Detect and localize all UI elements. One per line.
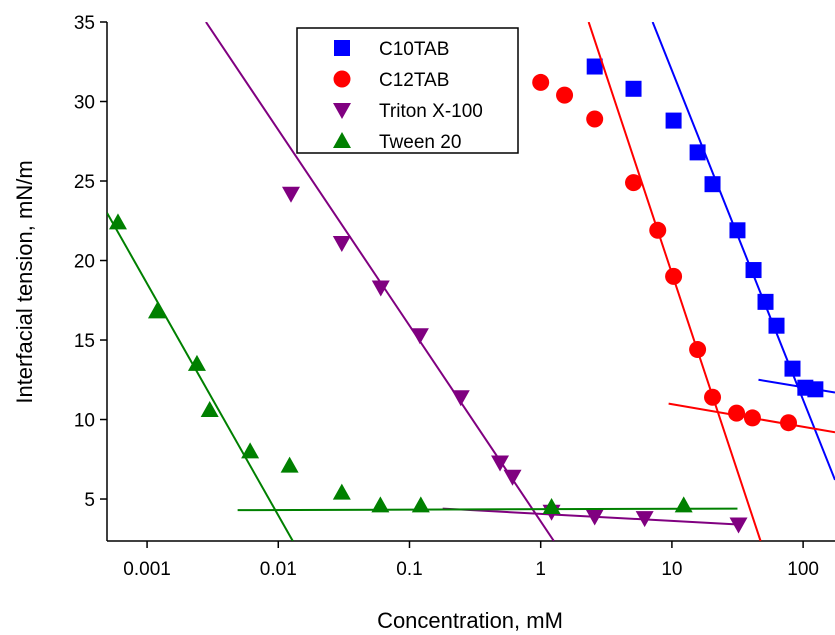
x-tick-label: 10 — [661, 559, 682, 580]
x-tick-label: 1 — [535, 559, 546, 580]
x-axis-title: Concentration, mM — [377, 608, 563, 633]
marker — [729, 517, 748, 534]
marker — [585, 509, 604, 526]
y-tick-label: 15 — [74, 331, 95, 352]
marker — [745, 262, 762, 279]
marker — [729, 222, 746, 239]
marker — [625, 80, 642, 97]
marker — [635, 511, 654, 528]
marker — [757, 293, 774, 310]
legend-marker — [333, 132, 351, 148]
fit-line — [237, 507, 738, 512]
marker — [784, 360, 801, 377]
marker — [371, 280, 390, 297]
y-tick-label: 5 — [84, 490, 95, 511]
marker — [332, 236, 351, 253]
marker — [665, 112, 682, 129]
legend-label: C12TAB — [379, 70, 449, 91]
legend-label: C10TAB — [379, 39, 449, 60]
legend-box — [296, 27, 519, 154]
marker — [371, 496, 390, 513]
marker — [728, 404, 746, 422]
marker — [542, 497, 561, 514]
y-tick-label: 30 — [74, 93, 95, 114]
marker — [689, 144, 706, 161]
x-tick-label: 100 — [787, 559, 819, 580]
y-tick-label: 20 — [74, 252, 95, 273]
y-tick-label: 10 — [74, 411, 95, 432]
marker — [586, 110, 604, 128]
legend-label: Triton X-100 — [379, 101, 483, 122]
marker — [704, 176, 721, 193]
x-tick-label: 0.01 — [260, 559, 297, 580]
marker — [503, 469, 522, 486]
marker — [689, 341, 707, 359]
marker — [281, 186, 300, 203]
legend-marker — [334, 40, 350, 56]
marker — [451, 390, 470, 407]
fit-line — [651, 22, 835, 481]
legend-label: Tween 20 — [379, 132, 461, 153]
legend-marker — [333, 70, 351, 88]
x-tick-label: 0.001 — [123, 559, 171, 580]
legend-marker — [333, 103, 351, 119]
marker — [625, 174, 643, 192]
marker — [187, 354, 206, 371]
marker — [807, 381, 824, 398]
y-tick-label: 35 — [74, 13, 95, 34]
marker — [586, 58, 603, 75]
marker — [241, 442, 260, 459]
marker — [332, 483, 351, 500]
marker — [532, 73, 550, 91]
marker — [649, 221, 667, 239]
marker — [556, 86, 574, 104]
marker — [780, 414, 798, 432]
x-tick-label: 0.1 — [396, 559, 422, 580]
marker — [491, 455, 510, 472]
marker — [704, 388, 722, 406]
marker — [200, 400, 219, 417]
marker — [280, 456, 299, 473]
marker — [411, 496, 430, 513]
marker — [768, 317, 785, 334]
marker — [674, 496, 693, 513]
marker — [147, 302, 166, 319]
marker — [665, 267, 683, 285]
fit-line — [107, 212, 294, 541]
plot-area — [107, 22, 835, 541]
marker — [108, 213, 127, 230]
marker — [410, 328, 429, 345]
y-axis-title: Interfacial tension, mN/m — [12, 160, 37, 403]
marker — [743, 409, 761, 427]
y-tick-label: 25 — [74, 172, 95, 193]
